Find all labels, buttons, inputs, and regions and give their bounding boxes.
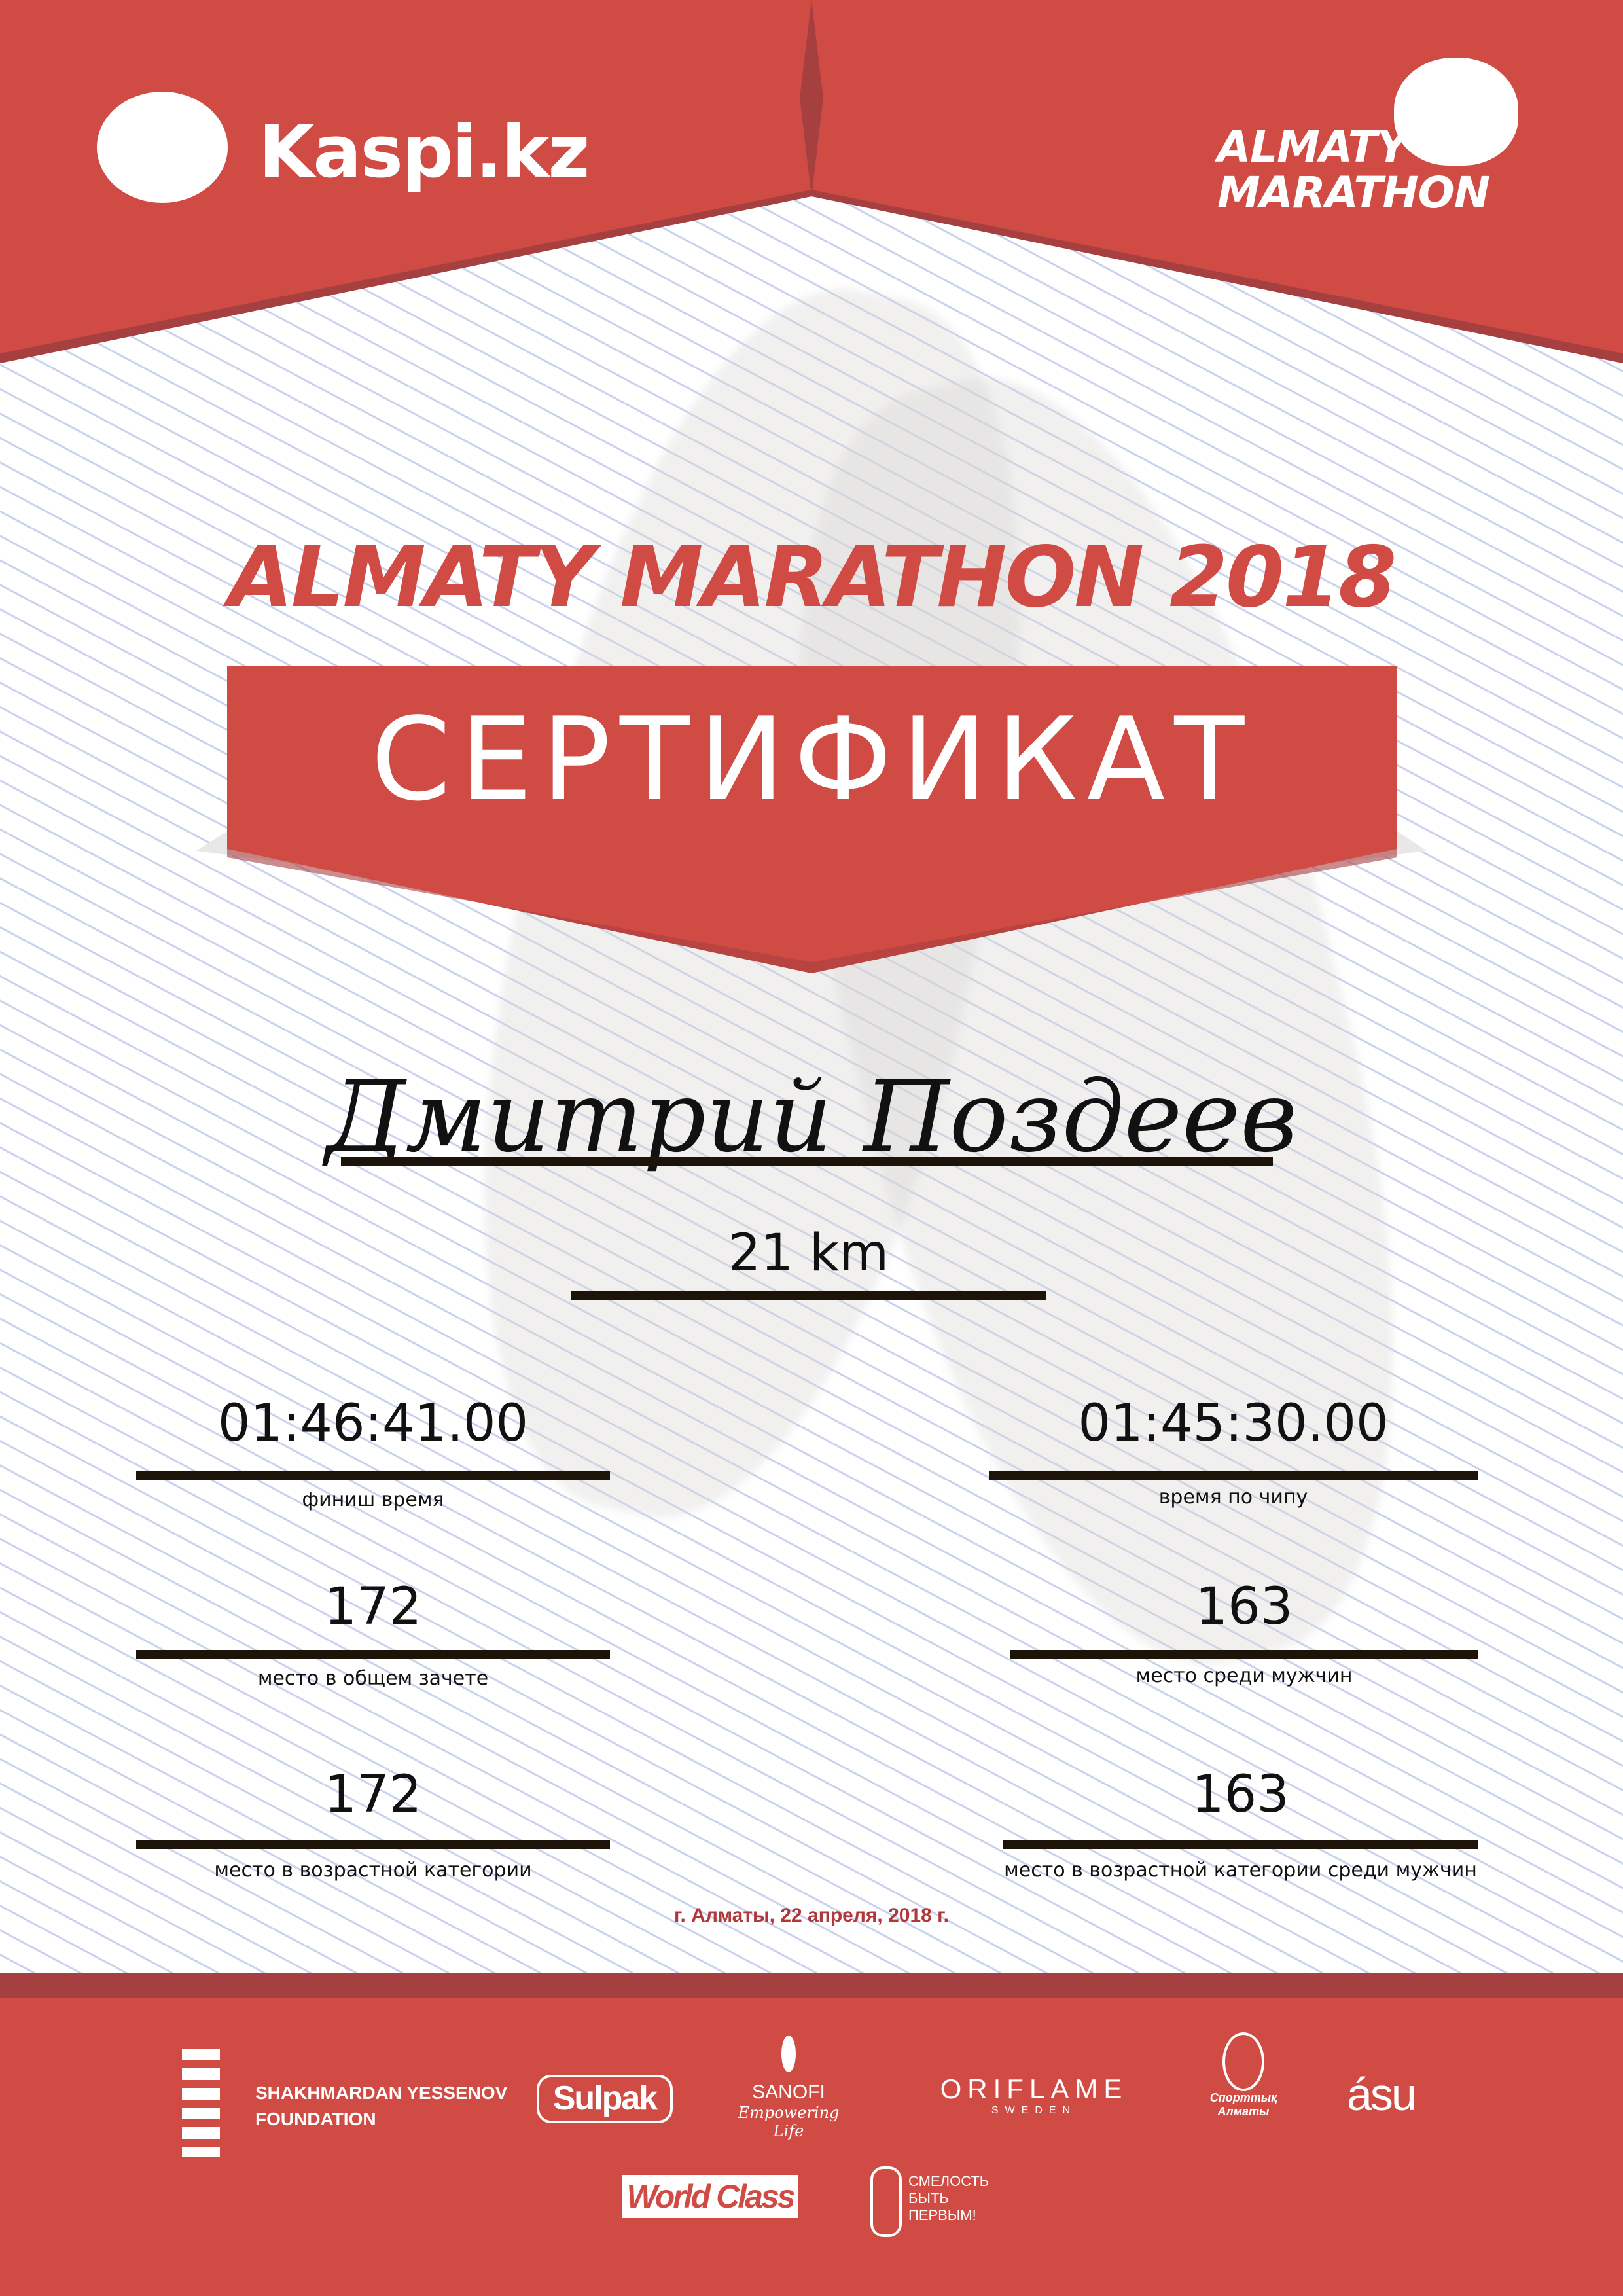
underline	[989, 1471, 1478, 1480]
underline	[136, 1840, 610, 1849]
logo-line-1: ALMATY	[1217, 122, 1408, 172]
age-men-place-label: место в возрастной категории среди мужчи…	[1004, 1859, 1477, 1882]
men-place-value: 163	[1195, 1577, 1293, 1636]
sponsor-sanofi: SANOFI Empowering Life	[723, 2036, 854, 2140]
sponsor-sulpak: Sulpak	[537, 2075, 673, 2123]
sanofi-icon	[781, 2036, 796, 2072]
date-place: г. Алматы, 22 апреля, 2018 г.	[674, 1905, 949, 1926]
oriflame-sub: SWEDEN	[991, 2105, 1077, 2116]
underline	[136, 1650, 610, 1659]
participant-name: Дмитрий Поздеев	[325, 1060, 1298, 1174]
sanofi-name: SANOFI	[752, 2081, 825, 2103]
sponsor-asu: ásu	[1347, 2069, 1417, 2120]
header-banner	[0, 0, 1623, 363]
sport-almaty-line-1: Спорттық	[1209, 2091, 1277, 2104]
footer	[0, 1998, 1623, 2296]
age-men-place-value: 163	[1192, 1765, 1289, 1824]
age-place-value: 172	[324, 1765, 422, 1824]
underline	[1010, 1650, 1478, 1659]
oriflame-name: ORIFLAME	[940, 2073, 1128, 2104]
overall-place-label: место в общем зачете	[257, 1667, 489, 1690]
certificate-banner	[196, 666, 1427, 973]
sport-almaty-emblem-icon	[1222, 2032, 1264, 2091]
logo-line-2: MARATHON	[1217, 168, 1490, 218]
age-place-label: место в возрастной категории	[214, 1859, 532, 1882]
sport-almaty-line-2: Алматы	[1217, 2105, 1270, 2118]
finish-time-value: 01:46:41.00	[217, 1394, 529, 1453]
underline	[136, 1471, 610, 1480]
yessenov-line-2: FOUNDATION	[255, 2109, 376, 2129]
distance: 21 km	[728, 1224, 889, 1283]
almaty-marathon-logo-icon	[1394, 58, 1518, 166]
name-underline	[341, 1157, 1273, 1166]
underline	[1003, 1840, 1478, 1849]
kaspi-logo-icon	[97, 92, 228, 203]
kaspi-logo: Kaspi.kz	[259, 110, 590, 194]
certificate-label: СЕРТИФИКАТ	[370, 694, 1254, 827]
men-place-label: место среди мужчин	[1135, 1664, 1353, 1687]
fund-line-3: ПЕРВЫМ!	[908, 2207, 976, 2223]
sponsor-world-class: World Class	[622, 2175, 798, 2218]
sanofi-tagline: Empowering Life	[738, 2104, 840, 2140]
chip-time-label: время по чипу	[1158, 1486, 1308, 1509]
overall-place-value: 172	[324, 1577, 422, 1636]
chip-time-value: 01:45:30.00	[1078, 1394, 1389, 1453]
yessenov-icon	[182, 2049, 220, 2157]
sponsor-sport-almaty: Спорттық Алматы	[1198, 2032, 1289, 2119]
fund-line-1: СМЕЛОСТЬ	[908, 2173, 990, 2189]
fund-line-2: БЫТЬ	[908, 2190, 949, 2206]
sponsor-oriflame: ORIFLAME SWEDEN	[923, 2073, 1145, 2117]
yessenov-line-1: SHAKHMARDAN YESSENOV	[255, 2083, 508, 2103]
finish-time-label: финиш время	[302, 1488, 444, 1511]
footer-stripe	[0, 1973, 1623, 1998]
fund-figure-icon	[870, 2166, 902, 2237]
almaty-marathon-logo: ALMATY MARATHON	[1217, 122, 1490, 218]
distance-underline	[571, 1291, 1046, 1300]
event-title: ALMATY MARATHON 2018	[228, 529, 1397, 626]
